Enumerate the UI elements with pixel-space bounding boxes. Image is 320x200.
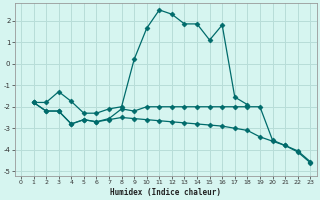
X-axis label: Humidex (Indice chaleur): Humidex (Indice chaleur) — [110, 188, 221, 197]
